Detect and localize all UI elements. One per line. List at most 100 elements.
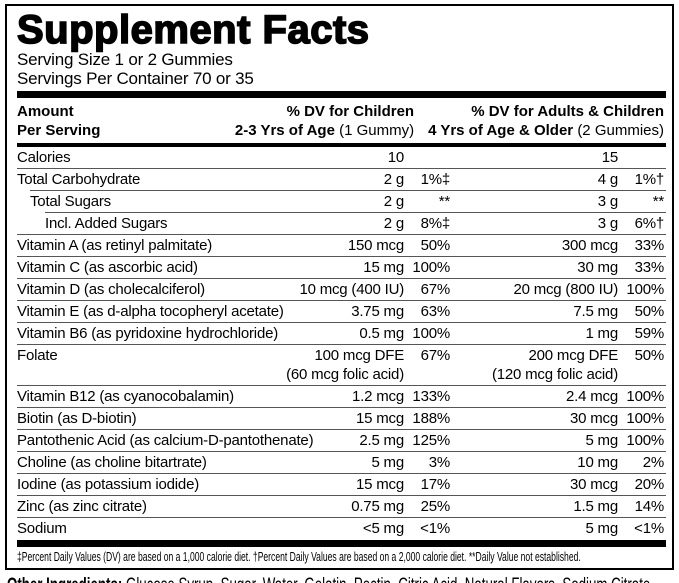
amount-header-line1: Amount	[17, 103, 74, 121]
dv-percent-children: 100%	[412, 259, 450, 277]
amount-adults: 200 mcg DFE (120 mcg folic acid)	[491, 347, 618, 384]
amount-children: 10 mcg (400 IU)	[299, 281, 404, 299]
supplement-facts-panel: Supplement Facts Serving Size 1 or 2 Gum…	[5, 4, 674, 571]
amount-children: <5 mg	[362, 520, 404, 538]
nutrient-name: Vitamin D (as cholecalciferol)	[17, 281, 205, 299]
amount-adults: 20 mcg (800 IU)	[513, 281, 618, 299]
nutrient-name: Vitamin B12 (as cyanocobalamin)	[17, 388, 234, 406]
nutrient-name: Zinc (as zinc citrate)	[17, 498, 147, 516]
amount-adults: 4 g	[597, 171, 618, 189]
nutrient-name: Incl. Added Sugars	[45, 215, 168, 233]
dv-percent-adults: 1%†	[634, 171, 665, 189]
nutrient-row: Vitamin D (as cholecalciferol) 10 mcg (4…	[17, 278, 666, 300]
dv-percent-children: 1%‡	[420, 171, 451, 189]
amount-children: 15 mcg	[356, 476, 404, 494]
divider-thick-top	[17, 91, 666, 99]
dv-percent-adults: 100%	[626, 388, 664, 406]
amount-children: 150 mcg	[347, 237, 404, 255]
amount-children: 1.2 mcg	[352, 388, 404, 406]
amount-adults: 7.5 mg	[573, 303, 618, 321]
nutrient-row: Total Sugars 2 g ** 3 g **	[30, 190, 666, 212]
amount-children: 0.5 mg	[359, 325, 404, 343]
nutrient-row: Vitamin C (as ascorbic acid) 15 mg 100% …	[17, 256, 666, 278]
footnote: ‡Percent Daily Values (DV) are based on …	[17, 549, 581, 565]
nutrient-name: Calories	[17, 149, 71, 167]
nutrient-row: Vitamin B6 (as pyridoxine hydrochloride)…	[17, 322, 666, 344]
dv-percent-adults: 50%	[634, 303, 665, 321]
adults-dv-header-line2: 4 Yrs of Age & Older (2 Gummies)	[428, 122, 664, 140]
amount-children: 3.75 mg	[351, 303, 404, 321]
nutrient-row: Folate 100 mcg DFE (60 mcg folic acid) 67…	[17, 344, 666, 385]
nutrient-row: Biotin (as D-biotin) 15 mcg 188% 30 mcg …	[17, 407, 666, 429]
amount-adults: 3 g	[597, 193, 618, 211]
nutrient-name: Sodium	[17, 520, 67, 538]
dv-percent-children: 67%	[420, 347, 451, 365]
amount-adults: 1.5 mg	[573, 498, 618, 516]
nutrient-row: Pantothenic Acid (as calcium-D-pantothen…	[17, 429, 666, 451]
dv-percent-children: 125%	[412, 432, 450, 450]
col-header-adults: % DV for Adults & Children 4 Yrs of Age …	[428, 102, 664, 140]
nutrient-row: Vitamin B12 (as cyanocobalamin) 1.2 mcg …	[17, 385, 666, 407]
nutrient-name: Pantothenic Acid (as calcium-D-pantothen…	[17, 432, 314, 450]
amount-children: 100 mcg DFE (60 mcg folic acid)	[286, 347, 404, 384]
nutrient-name: Vitamin A (as retinyl palmitate)	[17, 237, 213, 255]
dv-percent-children: 188%	[412, 410, 450, 428]
serving-size: Serving Size 1 or 2 Gummies	[17, 50, 233, 70]
amount-children: 15 mcg	[356, 410, 404, 428]
nutrient-table: Calories 10 15 Total Carbohydrate 2 g 1%…	[17, 147, 666, 539]
divider-medium	[17, 143, 666, 148]
amount-children: 0.75 mg	[351, 498, 404, 516]
dv-percent-children: 63%	[420, 303, 451, 321]
nutrient-row: Incl. Added Sugars 2 g 8%‡ 3 g 6%†	[45, 212, 666, 234]
nutrient-name: Iodine (as potassium iodide)	[17, 476, 200, 494]
amount-children: 10	[387, 149, 405, 167]
amount-adults: 30 mcg	[570, 410, 618, 428]
dv-percent-children: 67%	[420, 281, 451, 299]
dv-percent-adults: 6%†	[634, 215, 665, 233]
dv-percent-adults: 20%	[634, 476, 665, 494]
nutrient-name: Total Sugars	[30, 193, 111, 211]
nutrient-row: Sodium <5 mg <1% 5 mg <1%	[17, 517, 666, 539]
nutrient-row: Vitamin A (as retinyl palmitate) 150 mcg…	[17, 234, 666, 256]
dv-percent-children: 17%	[420, 476, 451, 494]
amount-children: 2 g	[383, 171, 404, 189]
dv-percent-adults: 59%	[634, 325, 665, 343]
dv-percent-children: **	[438, 193, 450, 211]
children-dv-header-line2: 2-3 Yrs of Age (1 Gummy)	[234, 122, 415, 140]
dv-percent-adults: 14%	[634, 498, 665, 516]
dv-percent-children: 25%	[420, 498, 451, 516]
nutrient-name: Total Carbohydrate	[17, 171, 141, 189]
column-headers: Amount Per Serving % DV for Children 2-3…	[17, 100, 666, 142]
nutrient-name: Choline (as choline bitartrate)	[17, 454, 207, 472]
nutrient-name: Biotin (as D-biotin)	[17, 410, 137, 428]
dv-percent-children: 8%‡	[420, 215, 451, 233]
nutrient-row: Vitamin E (as d-alpha tocopheryl acetate…	[17, 300, 666, 322]
nutrient-row: Total Carbohydrate 2 g 1%‡ 4 g 1%†	[17, 168, 666, 190]
dv-percent-children: 50%	[420, 237, 451, 255]
amount-adults: 15	[601, 149, 619, 167]
dv-percent-children: 3%	[428, 454, 450, 472]
nutrient-row: Choline (as choline bitartrate) 5 mg 3% …	[17, 451, 666, 473]
col-header-children: % DV for Children 2-3 Yrs of Age (1 Gumm…	[235, 102, 414, 140]
nutrient-row: Zinc (as zinc citrate) 0.75 mg 25% 1.5 m…	[17, 495, 666, 517]
dv-percent-adults: 50%	[634, 347, 665, 365]
dv-percent-children: 133%	[412, 388, 450, 406]
other-ingredients: Other Ingredients: Glucose Syrup, Sugar,…	[7, 575, 679, 583]
amount-header-line2: Per Serving	[17, 122, 101, 140]
dv-percent-adults: 100%	[626, 432, 664, 450]
amount-children: 15 mg	[363, 259, 404, 277]
nutrient-name: Folate	[17, 347, 58, 365]
servings-per-container: Servings Per Container 70 or 35	[17, 69, 254, 89]
nutrient-name: Vitamin B6 (as pyridoxine hydrochloride)	[17, 325, 279, 343]
dv-percent-children: <1%	[420, 520, 450, 538]
other-ingredients-label: Other Ingredients:	[7, 575, 122, 583]
amount-children: 2 g	[383, 193, 404, 211]
amount-adults: 5 mg	[585, 520, 618, 538]
amount-children: 2 g	[383, 215, 404, 233]
dv-percent-adults: **	[652, 193, 664, 211]
amount-adults: 30 mcg	[570, 476, 618, 494]
dv-percent-adults: 100%	[626, 281, 664, 299]
amount-adults: 10 mg	[577, 454, 618, 472]
amount-adults: 5 mg	[585, 432, 618, 450]
amount-adults: 3 g	[597, 215, 618, 233]
